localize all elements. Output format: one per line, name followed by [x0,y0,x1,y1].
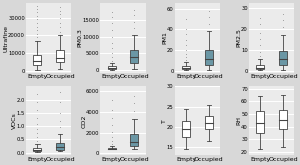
Bar [33,148,41,151]
Bar [279,51,287,65]
Bar [108,148,116,149]
Y-axis label: T: T [162,119,167,123]
Bar [56,143,64,149]
Y-axis label: PM0.3: PM0.3 [78,29,83,48]
Bar [130,134,138,146]
Bar [108,66,116,69]
Y-axis label: Ultrafine: Ultrafine [4,25,8,51]
Bar [256,65,264,69]
Bar [56,50,64,62]
Bar [33,55,41,65]
Bar [182,66,190,69]
Bar [205,50,213,65]
Y-axis label: CO2: CO2 [81,114,86,128]
Y-axis label: RH: RH [236,116,242,125]
Bar [205,115,213,129]
Bar [182,121,190,137]
Y-axis label: PM1: PM1 [162,32,167,45]
Y-axis label: PM2.5: PM2.5 [236,29,242,48]
Y-axis label: VOCs: VOCs [12,113,17,129]
Bar [256,111,264,133]
Bar [130,50,138,63]
Bar [279,110,287,129]
